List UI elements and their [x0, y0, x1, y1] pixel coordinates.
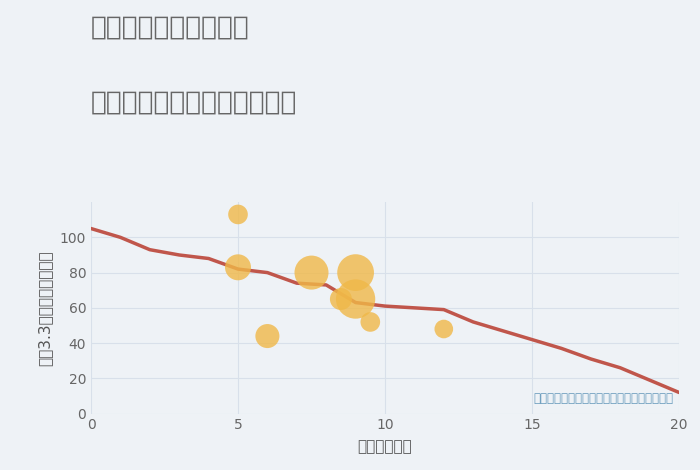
Point	[232, 211, 244, 218]
Point	[335, 295, 346, 303]
Y-axis label: 坪（3.3㎡）単価（万円）: 坪（3.3㎡）単価（万円）	[38, 250, 52, 366]
Text: 円の大きさは、取引のあった物件面積を示す: 円の大きさは、取引のあった物件面積を示す	[533, 392, 673, 405]
Point	[232, 264, 244, 271]
Point	[350, 295, 361, 303]
Point	[350, 269, 361, 276]
X-axis label: 駅距離（分）: 駅距離（分）	[358, 439, 412, 454]
Text: 駅距離別中古マンション価格: 駅距離別中古マンション価格	[91, 89, 298, 115]
Point	[262, 332, 273, 340]
Point	[306, 269, 317, 276]
Text: 福岡県太宰府市水城の: 福岡県太宰府市水城の	[91, 14, 250, 40]
Point	[438, 325, 449, 333]
Point	[365, 318, 376, 326]
